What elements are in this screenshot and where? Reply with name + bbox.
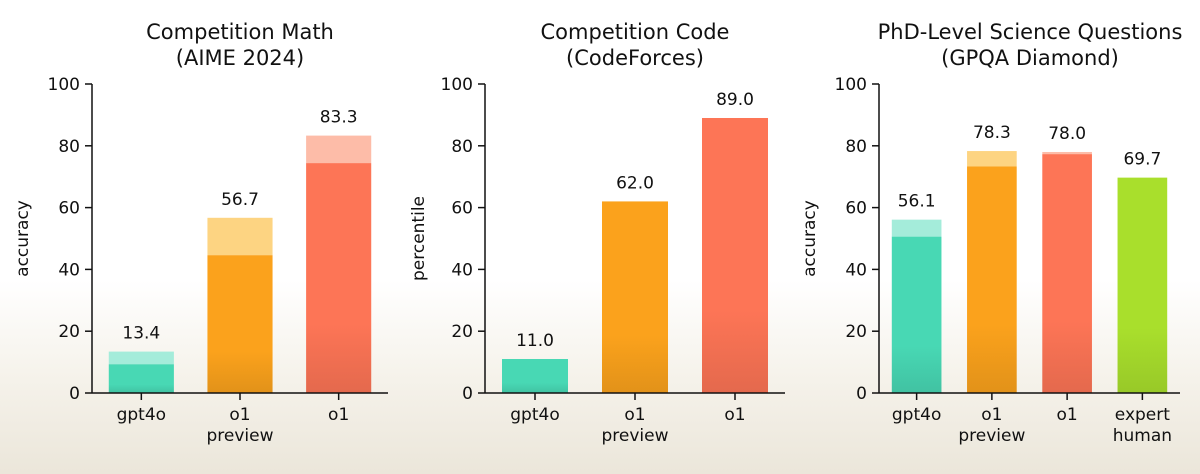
bar-value-label: 56.7 — [221, 190, 259, 210]
y-tick-label: 60 — [58, 199, 80, 219]
chart-subtitle: (GPQA Diamond) — [941, 46, 1119, 70]
y-tick-label: 80 — [58, 137, 80, 157]
x-tick-label: preview — [958, 426, 1025, 446]
x-tick-label: o1 — [328, 405, 349, 425]
chart-title: PhD-Level Science Questions — [878, 20, 1183, 44]
bar-value-label: 83.3 — [320, 108, 358, 128]
bar — [306, 163, 372, 393]
bar-value-label: 89.0 — [716, 90, 754, 110]
chart-panel-2: Competition Code(CodeForces) percentile 0 2… — [409, 20, 785, 446]
bar — [207, 255, 273, 393]
y-tick-label: 0 — [69, 384, 80, 404]
y-tick-label: 60 — [845, 199, 867, 219]
y-tick-label: 0 — [462, 384, 473, 404]
y-tick-label: 20 — [58, 322, 80, 342]
bar-top-segment — [967, 151, 1017, 167]
x-tick-label: o1 — [624, 405, 645, 425]
x-tick-label: o1 — [229, 405, 250, 425]
y-tick-label: 80 — [451, 137, 473, 157]
x-tick-label: expert — [1115, 405, 1170, 425]
y-tick-label: 60 — [451, 199, 473, 219]
y-tick-label: 0 — [856, 384, 867, 404]
y-tick-label: 40 — [845, 260, 867, 280]
bar-value-label: 11.0 — [516, 331, 554, 351]
bar-top-segment — [108, 351, 174, 365]
chart-subtitle: (AIME 2024) — [176, 46, 304, 70]
y-tick-label: 20 — [451, 322, 473, 342]
bar-value-label: 56.1 — [898, 192, 936, 212]
bar-top-segment — [891, 219, 942, 237]
chart-title: Competition Code — [541, 20, 730, 44]
bar — [602, 201, 668, 393]
bar-value-label: 78.0 — [1048, 124, 1086, 144]
bar-top-segment — [306, 135, 372, 164]
y-axis-label: accuracy — [800, 200, 820, 277]
y-tick-label: 20 — [845, 322, 867, 342]
x-tick-label: gpt4o — [892, 405, 941, 425]
bar-value-label: 62.0 — [616, 173, 654, 193]
bar — [502, 359, 568, 393]
bar — [702, 117, 768, 394]
bar-value-label: 78.3 — [973, 123, 1011, 143]
x-tick-label: gpt4o — [117, 405, 166, 425]
bar — [1042, 154, 1092, 393]
bar-value-label: 69.7 — [1123, 150, 1161, 170]
x-tick-label: o1 — [1057, 405, 1078, 425]
y-tick-label: 40 — [451, 260, 473, 280]
bar — [108, 364, 174, 393]
y-tick-label: 100 — [835, 75, 867, 95]
y-axis-label: accuracy — [13, 200, 33, 277]
chart-panel-1: Competition Math(AIME 2024) accuracy 0 20 40… — [13, 20, 388, 446]
x-tick-label: preview — [206, 426, 273, 446]
bar-top-segment — [1042, 151, 1092, 155]
y-tick-label: 100 — [441, 75, 473, 95]
y-tick-label: 100 — [48, 75, 80, 95]
chart-subtitle: (CodeForces) — [566, 46, 704, 70]
chart-panel-3: PhD-Level Science Questions(GPQA Diamond… — [800, 20, 1182, 446]
bar-top-segment — [207, 217, 273, 256]
bar-value-label: 13.4 — [122, 324, 160, 344]
bar — [967, 166, 1017, 393]
y-axis-label: percentile — [409, 196, 429, 281]
chart-title: Competition Math — [146, 20, 334, 44]
bar — [1117, 177, 1168, 393]
x-tick-label: gpt4o — [510, 405, 559, 425]
y-tick-label: 80 — [845, 137, 867, 157]
x-tick-label: o1 — [724, 405, 745, 425]
x-tick-label: preview — [601, 426, 668, 446]
x-tick-label: human — [1113, 426, 1172, 446]
bar — [891, 236, 942, 393]
y-tick-label: 40 — [58, 260, 80, 280]
x-tick-label: o1 — [981, 405, 1002, 425]
